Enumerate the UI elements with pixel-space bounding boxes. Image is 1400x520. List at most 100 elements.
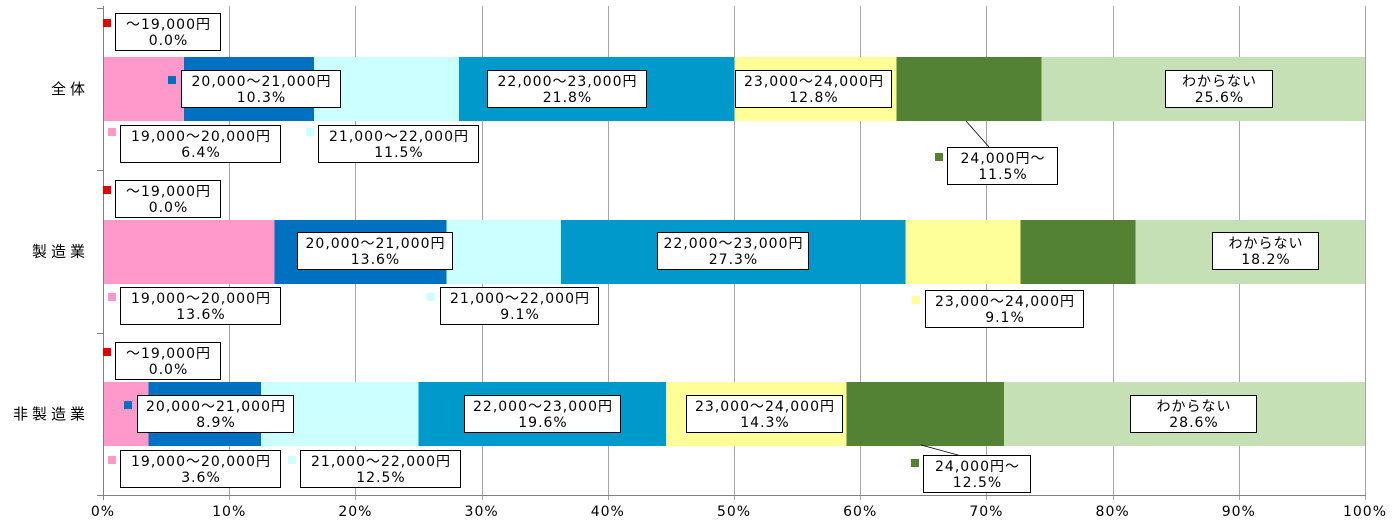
data-label-text: 22,000～23,000円 19.6% [473,399,613,431]
data-label: 24,000円～ 12.5% [911,444,1031,493]
data-label-series-name: 20,000～21,000円 [146,399,286,415]
category-label: 非製造業 [13,405,89,423]
bar-segment [905,220,1021,284]
data-label-text: 20,000～21,000円 10.3% [192,74,332,106]
data-label-text: 23,000～24,000円 12.8% [744,74,884,106]
x-tick-label: 70% [969,504,1003,520]
data-label-value: 19.6% [518,415,567,431]
data-label-text: 21,000～22,000円 12.5% [311,454,451,486]
data-label: 21,000～22,000円 9.1% [427,287,599,325]
data-label: 23,000～24,000円 14.3% [686,395,843,433]
data-label-series-name: 24,000円～ [961,151,1046,167]
data-label-value: 9.1% [500,307,540,323]
data-label-series-name: 22,000～23,000円 [498,74,638,90]
data-label: ～19,000円 0.0% [103,180,221,218]
data-label-value: 25.6% [1195,90,1244,106]
data-label-box [464,395,621,433]
axes: 0% 10% 20% 30% 40% 50% 60% 70% 80% 90% 100% 全体製造業非製… [13,6,1387,520]
data-label-value: 13.6% [351,252,400,268]
data-label-box [120,125,281,163]
data-label-text: 19,000～20,000円 3.6% [131,454,271,486]
category-label: 全体 [51,80,89,98]
data-label-series-name: 20,000～21,000円 [306,236,446,252]
data-label-value: 21.8% [543,90,592,106]
data-label-series-name: 22,000～23,000円 [664,236,804,252]
data-label-box [925,290,1084,328]
data-label-series-name: わからない [1157,399,1232,415]
data-label: 23,000～24,000円 12.8% [735,70,892,108]
category-label: 製造業 [32,243,89,261]
data-label-series-name: 23,000～24,000円 [935,294,1075,310]
data-label-box [487,70,647,108]
data-label-value: 0.0% [149,33,189,49]
data-label-text: 19,000～20,000円 6.4% [131,129,271,161]
data-label-text: 23,000～24,000円 9.1% [935,294,1075,326]
data-label-series-name: ～19,000円 [126,17,211,33]
data-label-value: 9.1% [985,310,1025,326]
data-label: 20,000～21,000円 13.6% [297,232,453,270]
data-label: ～19,000円 0.0% [103,13,221,51]
data-label: 21,000～22,000円 12.5% [288,450,461,488]
x-tick-label: 40% [591,504,625,520]
data-label-legend-key [288,456,296,464]
data-label-text: 24,000円～ 11.5% [961,151,1046,183]
x-tick-label: 90% [1222,504,1256,520]
data-label-box [120,287,281,325]
data-label-value: 28.6% [1169,415,1218,431]
data-label-value: 0.0% [149,200,189,216]
data-label-box [440,287,599,325]
data-label-text: わからない 25.6% [1182,74,1257,106]
data-label-series-name: 19,000～20,000円 [131,291,271,307]
data-label-text: 23,000～24,000円 14.3% [695,399,835,431]
data-label-text: ～19,000円 0.0% [126,346,211,378]
data-label-series-name: 21,000～22,000円 [329,129,469,145]
bar-segment [103,57,184,121]
data-label-value: 8.9% [196,415,236,431]
data-label-box [923,455,1031,493]
data-label-value: 10.3% [237,90,286,106]
x-tick-label: 30% [465,504,499,520]
leader-line [965,120,990,148]
data-label-text: ～19,000円 0.0% [126,184,211,216]
data-label-series-name: わからない [1229,236,1304,252]
data-label-legend-key [108,128,116,136]
x-tick-label: 20% [338,504,372,520]
data-label-box [686,395,843,433]
data-label-box [1212,232,1319,270]
data-label: 19,000～20,000円 13.6% [108,287,281,325]
data-label-value: 12.8% [789,90,838,106]
data-label-series-name: ～19,000円 [126,346,211,362]
bar-segment [846,382,1005,446]
data-label: 20,000～21,000円 10.3% [168,70,341,108]
data-label-box [115,13,221,51]
data-label-legend-key [911,459,919,467]
data-labels: ～19,000円 0.0%19,000～20,000円 6.4%20,000～21,… [103,13,1319,493]
data-label-text: ～19,000円 0.0% [126,17,211,49]
data-label: 23,000～24,000円 9.1% [912,290,1084,328]
x-tick-label: 60% [843,504,877,520]
data-label-series-name: ～19,000円 [126,184,211,200]
x-tick-label: 50% [717,504,751,520]
data-label: 19,000～20,000円 6.4% [108,125,281,163]
x-tick-label: 100% [1343,504,1387,520]
data-label-legend-key [306,128,314,136]
data-label-legend-key [935,153,943,161]
data-label-box [300,450,461,488]
data-label: 22,000～23,000円 21.8% [487,70,647,108]
data-label: 21,000～22,000円 11.5% [306,125,479,163]
bar-segment [446,220,562,284]
data-label-value: 13.6% [176,307,225,323]
data-label-legend-key [103,348,111,356]
data-label-box [657,232,809,270]
data-label-text: わからない 28.6% [1157,399,1232,431]
data-label-text: 24,000円～ 12.5% [935,459,1020,491]
data-label-text: 20,000～21,000円 8.9% [146,399,286,431]
data-label-series-name: 19,000～20,000円 [131,454,271,470]
data-label: わからない 18.2% [1212,232,1319,270]
data-label-series-name: 21,000～22,000円 [311,454,451,470]
bar-segment [103,220,275,284]
data-label-legend-key [912,296,920,304]
bar-segment [1020,220,1136,284]
data-label-box [137,395,294,433]
